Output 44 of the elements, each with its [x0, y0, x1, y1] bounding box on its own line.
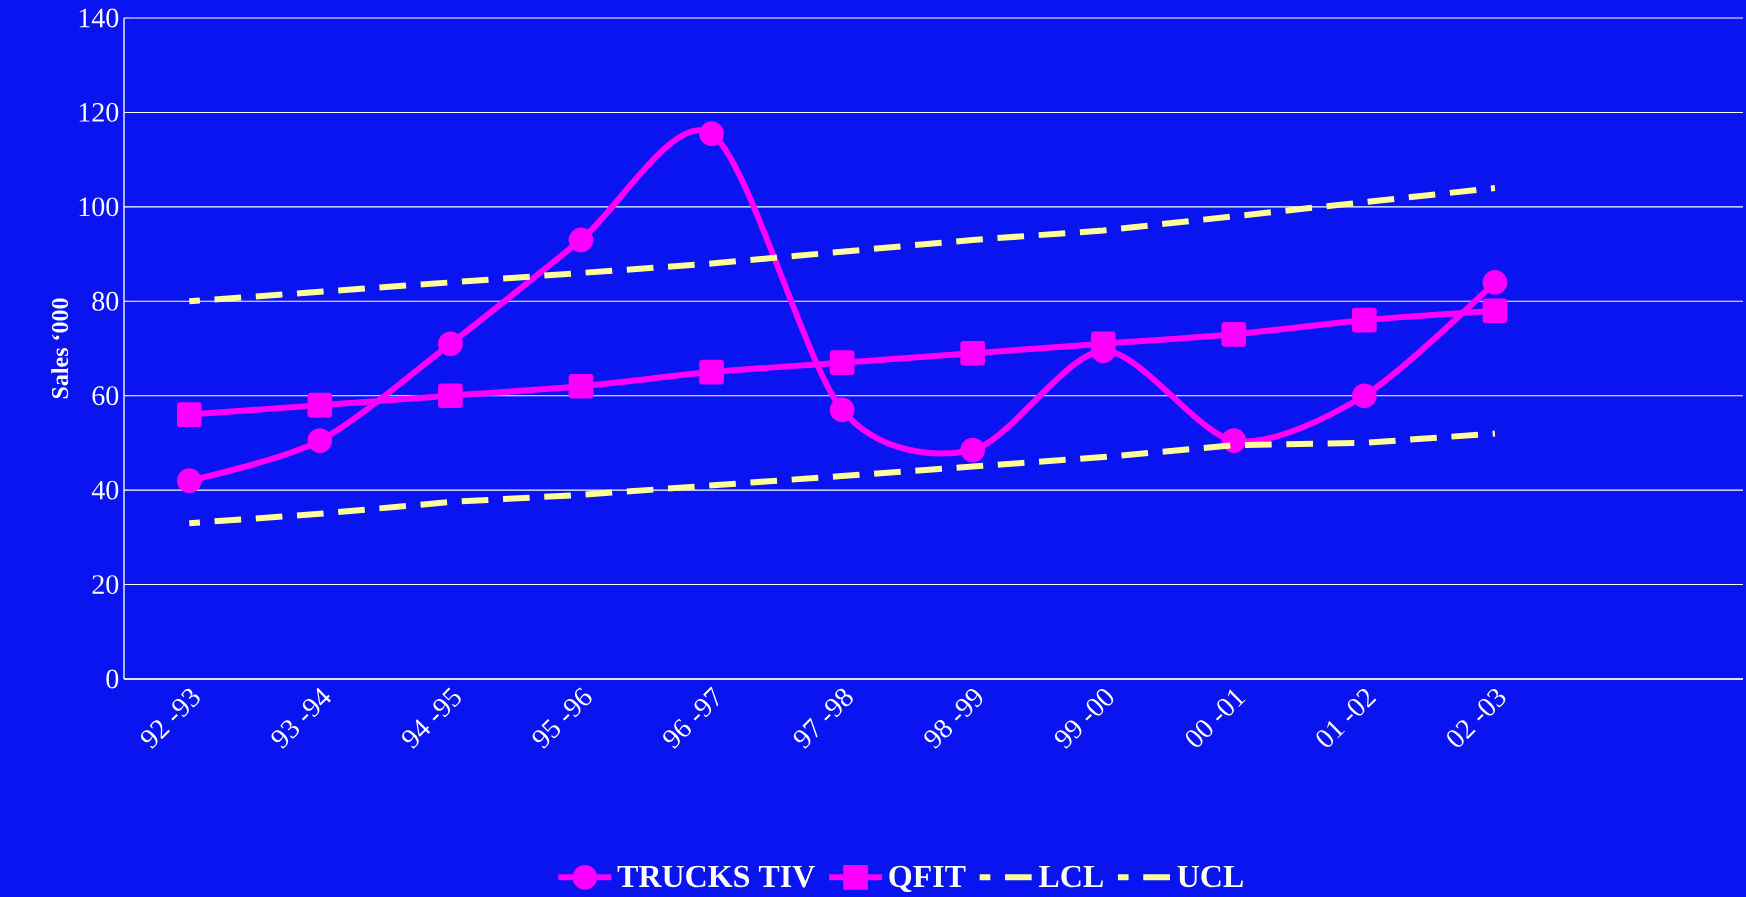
point	[1352, 307, 1377, 333]
point	[568, 227, 594, 253]
x-tick-label: 98 -99	[924, 689, 983, 749]
y-tick-label: 120	[79, 102, 119, 122]
point	[1221, 428, 1247, 453]
point	[438, 331, 463, 357]
point	[960, 437, 986, 463]
point	[438, 383, 463, 409]
point	[699, 121, 724, 147]
point	[176, 402, 202, 427]
x-tick-label: 93 -94	[271, 687, 331, 749]
x-tick-label: 95 -96	[532, 687, 592, 749]
point	[829, 397, 855, 423]
y-axis-title: Sales ‘000	[51, 298, 69, 399]
x-tick-label: 00 -01	[1186, 689, 1246, 747]
y-tick-label: 140	[79, 8, 119, 28]
x-tick-label: 97 -98	[793, 688, 853, 749]
legend-label: LCL	[1039, 865, 1103, 888]
point	[960, 340, 986, 366]
point	[699, 359, 724, 385]
point	[307, 392, 333, 418]
x-tick-label: 92 -93	[140, 688, 200, 749]
legend-label: QFIT	[889, 865, 966, 893]
point	[568, 373, 594, 399]
y-tick-label: 0	[106, 669, 119, 689]
x-tick-label: 94 -95	[402, 687, 461, 749]
y-tick-label: 80	[92, 291, 119, 311]
x-tick-label: 99 -00	[1054, 689, 1114, 749]
point	[1482, 270, 1508, 295]
point	[307, 428, 333, 453]
y-tick-label: 40	[91, 480, 119, 500]
point	[176, 468, 202, 494]
y-tick-label: 100	[79, 197, 119, 217]
point	[829, 350, 855, 375]
x-tick-label: 01 -02	[1316, 689, 1377, 747]
legend-label: UCL	[1177, 865, 1243, 888]
y-tick-label: 60	[92, 386, 119, 406]
point	[1221, 322, 1247, 347]
point	[1352, 383, 1377, 409]
y-tick-label: 20	[92, 575, 119, 595]
legend-label: TRUCKS TIV	[617, 865, 815, 888]
x-tick-label: 96 -97	[663, 686, 719, 749]
point	[1482, 298, 1508, 324]
x-tick-label: 02 -03	[1447, 688, 1506, 747]
